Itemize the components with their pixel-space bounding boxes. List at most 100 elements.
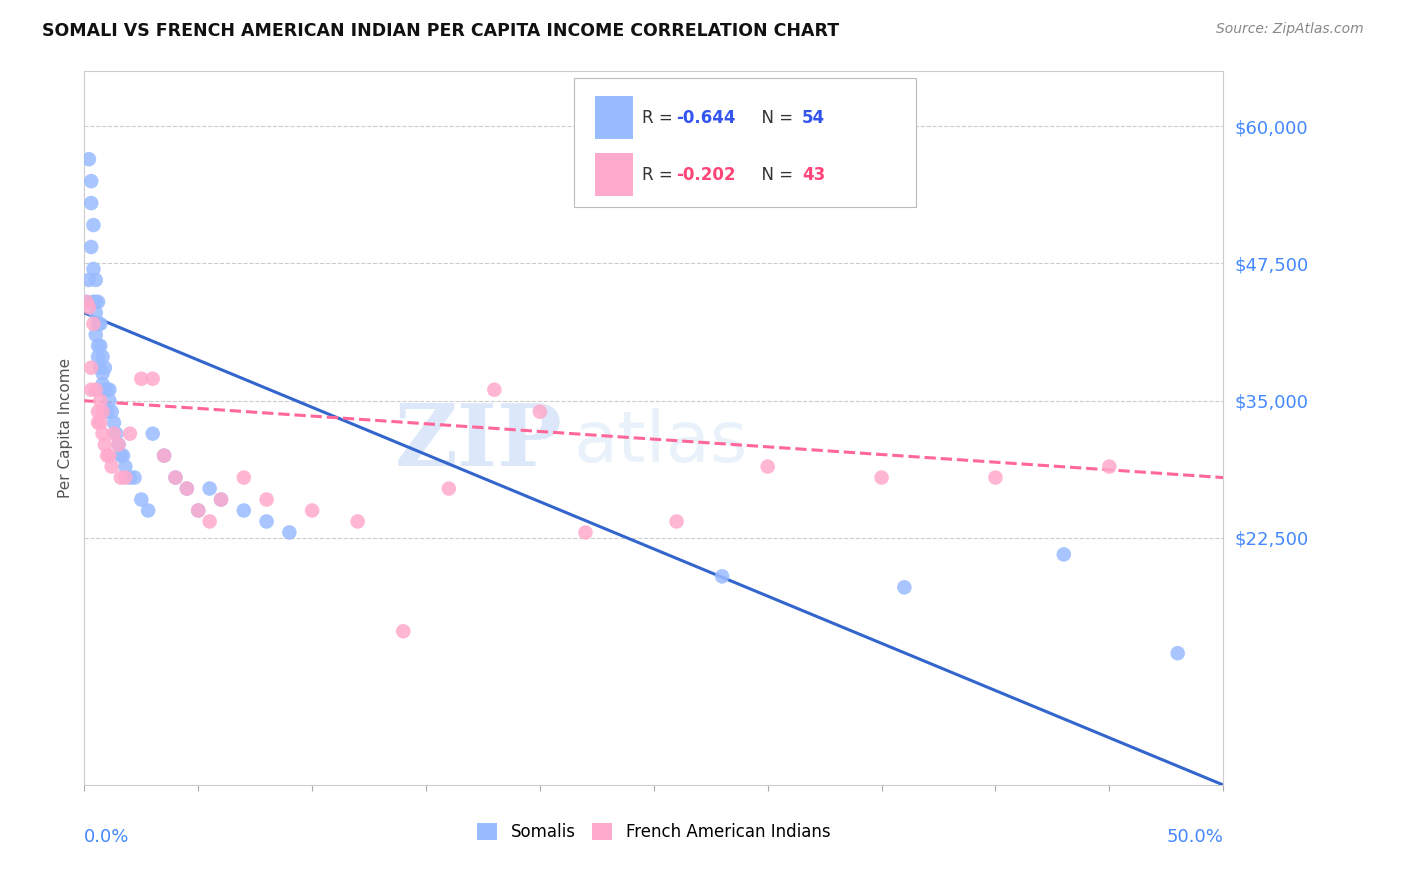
Point: [118, 470, 141, 484]
Point: [187, 503, 209, 517]
Point: [91, 366, 114, 380]
Point: [114, 459, 136, 474]
Text: Source: ZipAtlas.com: Source: ZipAtlas.com: [1216, 22, 1364, 37]
Text: R =: R =: [643, 109, 679, 127]
Point: [94, 383, 117, 397]
Point: [232, 503, 254, 517]
Point: [100, 459, 122, 474]
Point: [529, 405, 551, 419]
Point: [100, 405, 122, 419]
FancyBboxPatch shape: [595, 96, 633, 139]
Point: [484, 383, 506, 397]
Point: [84, 306, 107, 320]
Point: [87, 317, 110, 331]
Point: [118, 426, 141, 441]
Point: [665, 515, 688, 529]
Point: [89, 393, 111, 408]
Point: [893, 580, 915, 594]
Point: [301, 503, 323, 517]
Text: -0.644: -0.644: [676, 109, 737, 127]
Point: [114, 470, 136, 484]
Text: ZIP: ZIP: [395, 401, 562, 484]
Point: [437, 482, 460, 496]
Point: [80, 360, 103, 375]
Text: atlas: atlas: [574, 408, 748, 477]
Point: [91, 426, 114, 441]
Text: R =: R =: [643, 166, 679, 184]
Point: [142, 426, 165, 441]
Point: [256, 492, 278, 507]
Point: [87, 339, 110, 353]
Point: [153, 449, 176, 463]
Point: [82, 317, 104, 331]
Point: [87, 405, 110, 419]
Text: 43: 43: [801, 166, 825, 184]
Point: [198, 515, 221, 529]
Point: [392, 624, 415, 639]
Point: [136, 503, 159, 517]
Point: [209, 492, 232, 507]
Point: [107, 437, 129, 451]
Point: [87, 350, 110, 364]
FancyBboxPatch shape: [595, 153, 633, 196]
Point: [346, 515, 368, 529]
Text: 0.0%: 0.0%: [84, 828, 129, 846]
Point: [756, 459, 779, 474]
Point: [98, 393, 121, 408]
Point: [112, 449, 135, 463]
Point: [870, 470, 893, 484]
Text: N =: N =: [751, 109, 799, 127]
Point: [84, 294, 107, 309]
Point: [80, 383, 103, 397]
Point: [91, 405, 114, 419]
Point: [131, 372, 153, 386]
Point: [94, 360, 117, 375]
Point: [77, 273, 100, 287]
Point: [80, 196, 103, 211]
Point: [76, 294, 98, 309]
Point: [96, 405, 118, 419]
Point: [165, 470, 187, 484]
Point: [1167, 646, 1189, 660]
Point: [105, 426, 128, 441]
Point: [110, 449, 132, 463]
Text: 54: 54: [801, 109, 825, 127]
Point: [1098, 459, 1121, 474]
Point: [84, 327, 107, 342]
Point: [232, 470, 254, 484]
Point: [96, 383, 118, 397]
Point: [89, 416, 111, 430]
Point: [82, 262, 104, 277]
Point: [84, 383, 107, 397]
Text: 50.0%: 50.0%: [1167, 828, 1223, 846]
Point: [103, 426, 125, 441]
Point: [76, 294, 98, 309]
Point: [80, 174, 103, 188]
Point: [278, 525, 301, 540]
Point: [103, 416, 125, 430]
Point: [87, 416, 110, 430]
Text: N =: N =: [751, 166, 799, 184]
Point: [198, 482, 221, 496]
Point: [98, 449, 121, 463]
Point: [84, 273, 107, 287]
Point: [107, 437, 129, 451]
Point: [91, 350, 114, 364]
Point: [1053, 548, 1076, 562]
Text: SOMALI VS FRENCH AMERICAN INDIAN PER CAPITA INCOME CORRELATION CHART: SOMALI VS FRENCH AMERICAN INDIAN PER CAP…: [42, 22, 839, 40]
Point: [131, 492, 153, 507]
Point: [89, 317, 111, 331]
Point: [94, 437, 117, 451]
Point: [82, 294, 104, 309]
Point: [77, 301, 100, 315]
Point: [91, 377, 114, 392]
Point: [110, 470, 132, 484]
Point: [165, 470, 187, 484]
Point: [711, 569, 734, 583]
Point: [96, 449, 118, 463]
Point: [574, 525, 596, 540]
Y-axis label: Per Capita Income: Per Capita Income: [58, 358, 73, 499]
Text: -0.202: -0.202: [676, 166, 737, 184]
Point: [187, 503, 209, 517]
Point: [176, 482, 198, 496]
